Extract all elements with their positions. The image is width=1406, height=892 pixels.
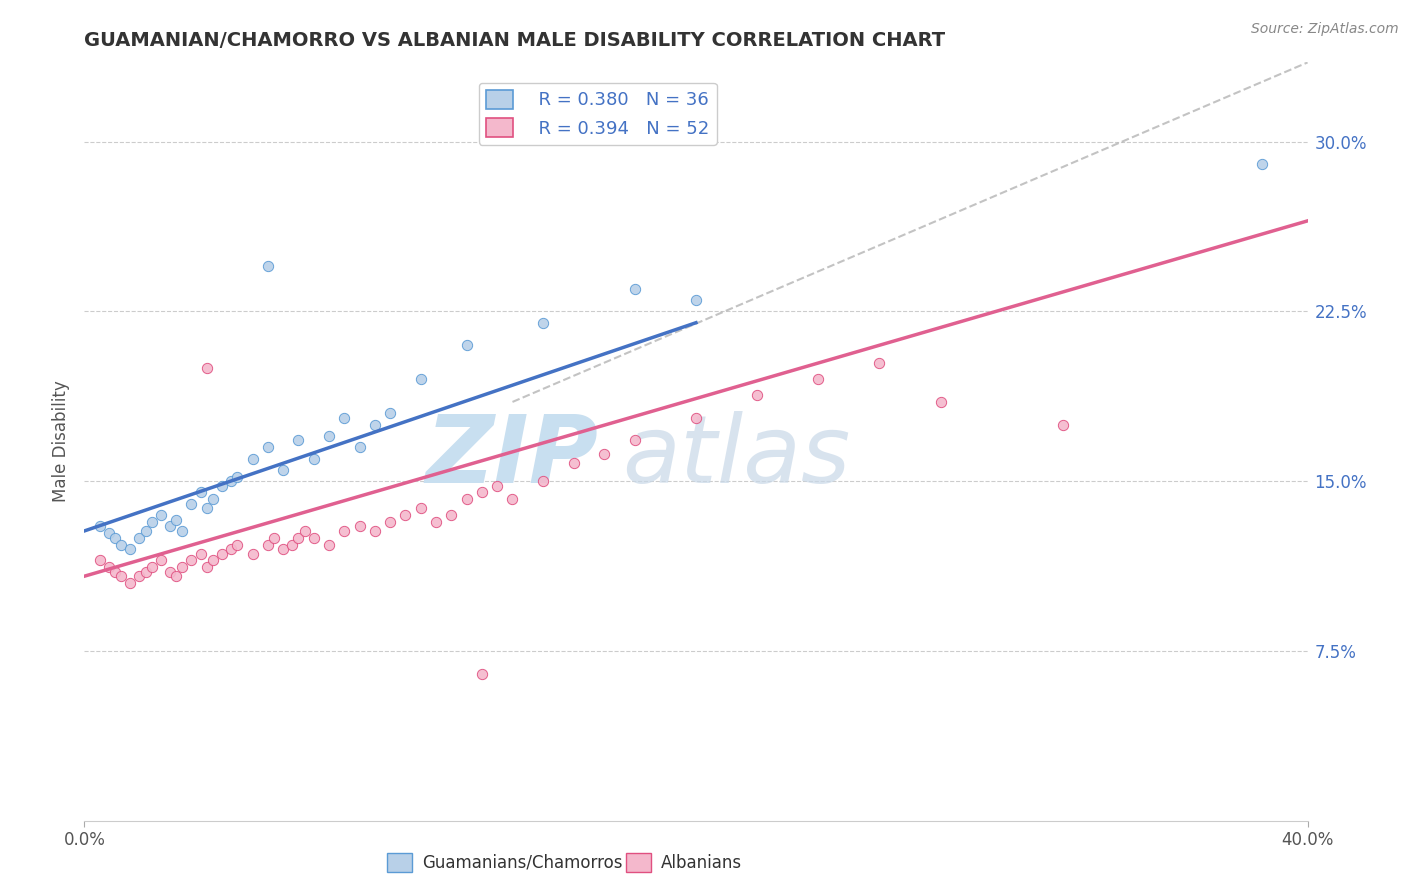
Point xyxy=(394,508,416,522)
Text: Guamanians/Chamorros: Guamanians/Chamorros xyxy=(422,854,623,871)
Point xyxy=(456,492,478,507)
Point xyxy=(409,501,432,516)
Point xyxy=(128,569,150,583)
Text: ZIP: ZIP xyxy=(425,410,598,503)
Point xyxy=(531,316,554,330)
Point xyxy=(869,356,891,370)
Point xyxy=(141,560,163,574)
Point xyxy=(120,576,142,591)
Point xyxy=(380,406,402,420)
Point xyxy=(380,515,402,529)
Point xyxy=(201,492,224,507)
Point xyxy=(929,395,952,409)
Point xyxy=(219,474,242,488)
Point xyxy=(257,537,280,551)
Point xyxy=(195,361,218,376)
Text: Albanians: Albanians xyxy=(661,854,742,871)
Legend:   R = 0.380   N = 36,   R = 0.394   N = 52: R = 0.380 N = 36, R = 0.394 N = 52 xyxy=(478,83,717,145)
Point xyxy=(502,492,524,507)
Point xyxy=(226,469,249,483)
Point xyxy=(180,553,202,567)
Point xyxy=(242,451,264,466)
Point xyxy=(165,513,187,527)
Point xyxy=(287,531,309,545)
Point xyxy=(318,429,340,443)
Point xyxy=(318,537,340,551)
Point xyxy=(104,565,127,579)
Point xyxy=(97,526,120,541)
Point xyxy=(263,531,285,545)
Point xyxy=(195,501,218,516)
Point xyxy=(685,293,707,307)
Point xyxy=(1052,417,1074,432)
Point xyxy=(110,569,132,583)
Point xyxy=(89,519,111,533)
Point xyxy=(440,508,463,522)
Point xyxy=(287,434,309,448)
Point xyxy=(364,524,387,538)
Point xyxy=(471,666,494,681)
Point xyxy=(190,547,212,561)
Point xyxy=(159,565,181,579)
Point xyxy=(302,531,325,545)
Point xyxy=(562,456,585,470)
Y-axis label: Male Disability: Male Disability xyxy=(52,381,70,502)
Text: atlas: atlas xyxy=(623,411,851,502)
Point xyxy=(211,478,233,492)
Point xyxy=(141,515,163,529)
Point xyxy=(333,524,356,538)
Point xyxy=(135,565,157,579)
Point xyxy=(159,519,181,533)
Point xyxy=(471,485,494,500)
Point xyxy=(281,537,304,551)
Point xyxy=(242,547,264,561)
Point xyxy=(172,524,194,538)
Point xyxy=(180,497,202,511)
Point xyxy=(1250,157,1272,171)
Point xyxy=(219,542,242,557)
Point xyxy=(531,474,554,488)
Point xyxy=(747,388,769,402)
Point xyxy=(624,434,647,448)
Point xyxy=(190,485,212,500)
Point xyxy=(685,410,707,425)
Point xyxy=(456,338,478,352)
Point xyxy=(349,440,371,454)
Point xyxy=(409,372,432,386)
Point xyxy=(486,478,509,492)
Text: GUAMANIAN/CHAMORRO VS ALBANIAN MALE DISABILITY CORRELATION CHART: GUAMANIAN/CHAMORRO VS ALBANIAN MALE DISA… xyxy=(84,30,945,50)
Point xyxy=(333,410,356,425)
Point xyxy=(149,553,172,567)
Point xyxy=(135,524,157,538)
Point xyxy=(257,259,280,273)
Point xyxy=(104,531,127,545)
Point xyxy=(89,553,111,567)
Point xyxy=(149,508,172,522)
Point xyxy=(349,519,371,533)
Text: Source: ZipAtlas.com: Source: ZipAtlas.com xyxy=(1251,22,1399,37)
Point xyxy=(425,515,447,529)
Point xyxy=(624,282,647,296)
Point xyxy=(294,524,316,538)
Point xyxy=(172,560,194,574)
Point xyxy=(120,542,142,557)
Point xyxy=(211,547,233,561)
Point xyxy=(364,417,387,432)
Point xyxy=(271,463,294,477)
Point xyxy=(165,569,187,583)
Point xyxy=(201,553,224,567)
Point xyxy=(257,440,280,454)
Point xyxy=(226,537,249,551)
Point xyxy=(110,537,132,551)
Point xyxy=(97,560,120,574)
Point xyxy=(128,531,150,545)
Point xyxy=(271,542,294,557)
Point xyxy=(195,560,218,574)
Point xyxy=(302,451,325,466)
Point xyxy=(807,372,830,386)
Point xyxy=(593,447,616,461)
